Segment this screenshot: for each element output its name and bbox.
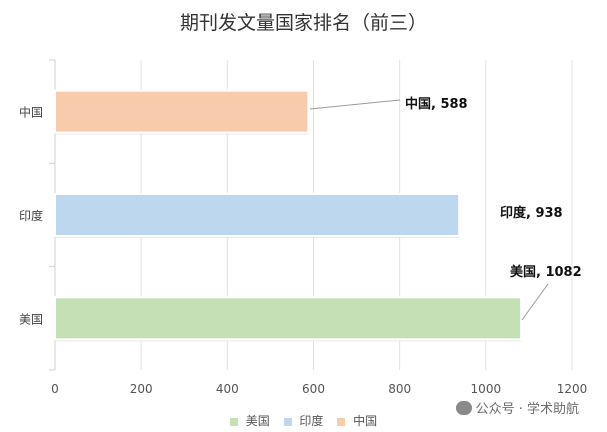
legend-item-india[interactable]: 印度 [283,412,324,429]
x-tick-label-0: 0 [51,382,59,396]
x-tick-label-3: 600 [302,382,325,396]
legend-item-china[interactable]: 中国 [337,412,377,429]
bar-1 [54,193,461,237]
data-label-connector-2 [521,283,549,321]
data-label-connector-0 [309,99,401,110]
watermark: 公众号 · 学术助航 [455,398,579,417]
legend-swatch-usa [229,417,238,426]
watermark-text: 公众号 · 学术助航 [475,402,579,417]
legend-label-china: 中国 [353,414,378,428]
y-category-label-1: 印度 [19,208,43,223]
data-label-0: 中国, 588 [405,96,468,112]
x-tick-label-2: 400 [216,382,239,396]
legend-label-india: 印度 [299,414,324,428]
wechat-icon [455,401,472,415]
legend-swatch-china [337,417,346,426]
legend-label-usa: 美国 [245,414,270,428]
x-tick-label-5: 1000 [471,382,502,396]
bar-2 [54,296,523,341]
chart-title: 期刊发文量国家排名（前三） [179,12,427,34]
legend-item-usa[interactable]: 美国 [229,412,270,429]
x-tick-label-4: 800 [388,382,411,396]
x-tick-label-1: 200 [130,382,153,396]
bar-0 [54,89,310,134]
x-tick-label-6: 1200 [557,382,588,396]
y-category-label-2: 美国 [19,312,43,326]
data-label-2: 美国, 1082 [510,264,582,280]
legend: 美国 印度 中国 [0,412,607,429]
y-category-label-0: 中国 [19,105,43,120]
legend-swatch-india [283,417,292,426]
data-label-1: 印度, 938 [500,205,563,221]
